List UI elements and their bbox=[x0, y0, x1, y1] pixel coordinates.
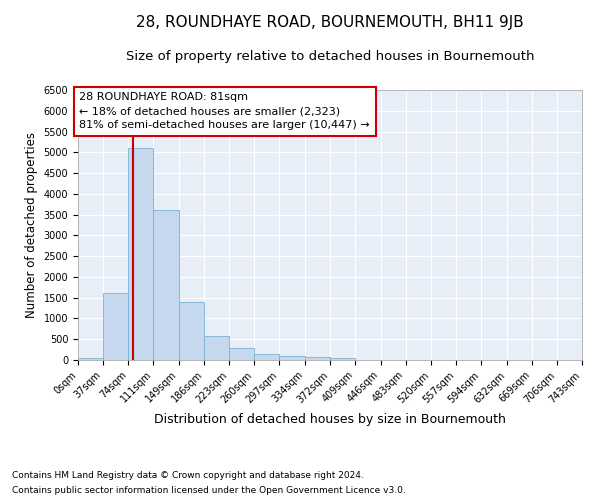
Text: Size of property relative to detached houses in Bournemouth: Size of property relative to detached ho… bbox=[126, 50, 534, 63]
Bar bbox=[103, 292, 128, 360]
Bar bbox=[204, 336, 229, 360]
Text: 28 ROUNDHAYE ROAD: 81sqm
← 18% of detached houses are smaller (2,323)
81% of sem: 28 ROUNDHAYE ROAD: 81sqm ← 18% of detach… bbox=[79, 92, 370, 130]
Bar bbox=[254, 354, 280, 360]
Text: 28, ROUNDHAYE ROAD, BOURNEMOUTH, BH11 9JB: 28, ROUNDHAYE ROAD, BOURNEMOUTH, BH11 9J… bbox=[136, 15, 524, 30]
Bar bbox=[128, 148, 153, 360]
Bar bbox=[179, 302, 204, 360]
Text: Contains HM Land Registry data © Crown copyright and database right 2024.: Contains HM Land Registry data © Crown c… bbox=[12, 471, 364, 480]
Bar bbox=[331, 358, 355, 360]
Bar bbox=[280, 356, 305, 360]
Bar bbox=[229, 348, 254, 360]
Bar bbox=[78, 358, 103, 360]
Text: Contains public sector information licensed under the Open Government Licence v3: Contains public sector information licen… bbox=[12, 486, 406, 495]
Bar bbox=[305, 357, 331, 360]
Y-axis label: Number of detached properties: Number of detached properties bbox=[25, 132, 38, 318]
Bar bbox=[153, 210, 179, 360]
X-axis label: Distribution of detached houses by size in Bournemouth: Distribution of detached houses by size … bbox=[154, 413, 506, 426]
